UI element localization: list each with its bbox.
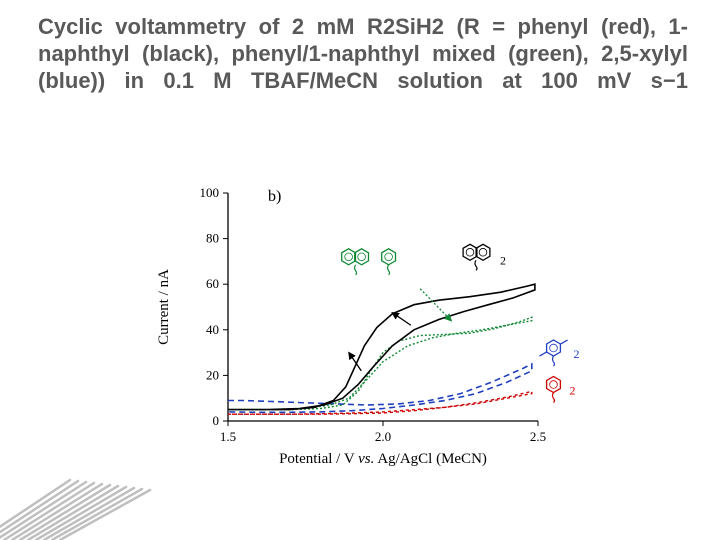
x-axis-label: Potential / V vs. Ag/AgCl (MeCN) [279, 451, 487, 467]
y-tick-label: 100 [200, 185, 220, 200]
y-tick-label: 80 [206, 231, 219, 246]
legend-sub: 2 [574, 347, 580, 361]
y-tick-label: 0 [213, 413, 220, 428]
y-tick-label: 40 [206, 322, 219, 337]
series-phenyl-1-naphthyl-mixed [228, 317, 532, 409]
y-tick-label: 60 [206, 276, 219, 291]
panel-label: b) [268, 188, 281, 205]
y-tick-label: 20 [206, 367, 219, 382]
y-axis-label: Current / nA [156, 269, 172, 345]
x-tick-label: 2.0 [375, 429, 391, 444]
series-phenyl [228, 391, 532, 414]
sweep-arrow [392, 313, 411, 326]
legend-sub: 2 [500, 253, 506, 267]
cv-chart: b) 0 20 40 60 80 100 1.5 2.0 2.5 Potential / V vs.… [150, 175, 600, 485]
slide-root: Cyclic voltammetry of 2 mM R2SiH2 (R = p… [0, 0, 720, 540]
cv-chart-svg: b) 0 20 40 60 80 100 1.5 2.0 2.5 Potential / V vs.… [150, 175, 600, 485]
slide-title: Cyclic voltammetry of 2 mM R2SiH2 (R = p… [38, 14, 688, 94]
series-2-5-xylyl [228, 364, 532, 412]
legend-sub: 2 [570, 384, 576, 398]
sweep-arrow [420, 289, 451, 321]
series-1-naphthyl [228, 284, 535, 409]
x-tick-label: 1.5 [220, 429, 236, 444]
x-tick-label: 2.5 [530, 429, 546, 444]
